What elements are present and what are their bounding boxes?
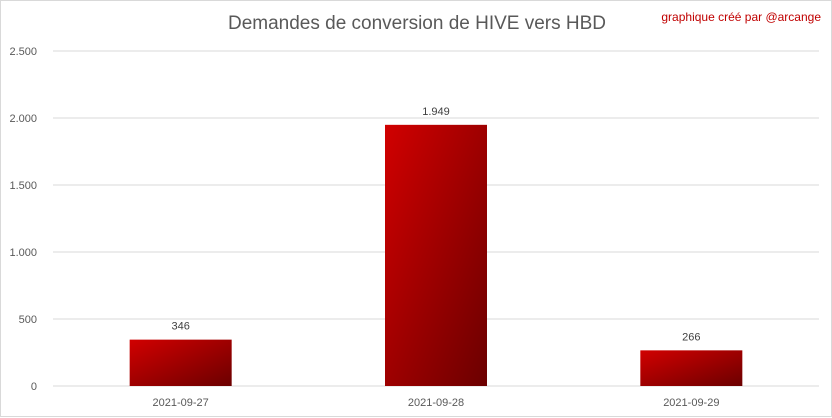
y-tick-label: 1.000 (9, 247, 37, 259)
y-tick-label: 1.500 (9, 180, 37, 192)
y-tick-label: 500 (19, 314, 37, 326)
bar-2021-09-28 (385, 124, 487, 387)
y-tick-label: 0 (31, 381, 37, 393)
data-label: 346 (171, 321, 189, 333)
bar-2021-09-27 (129, 339, 232, 386)
bars (129, 124, 743, 387)
chart-credit: graphique créé par @arcange (661, 10, 821, 24)
data-label: 1.949 (422, 106, 450, 118)
x-tick-label: 2021-09-27 (153, 397, 209, 409)
y-tick-label: 2.500 (9, 46, 37, 58)
x-tick-label: 2021-09-28 (408, 397, 464, 409)
chart-title: Demandes de conversion de HIVE vers HBD (227, 13, 607, 34)
data-label: 266 (682, 331, 700, 343)
labels: 0 500 1.000 1.500 2.000 2.500 346 2021-09-27 1.9… (9, 46, 719, 409)
y-tick-label: 2.000 (9, 113, 37, 125)
bar-2021-09-29 (640, 350, 743, 386)
x-tick-label: 2021-09-29 (663, 397, 719, 409)
